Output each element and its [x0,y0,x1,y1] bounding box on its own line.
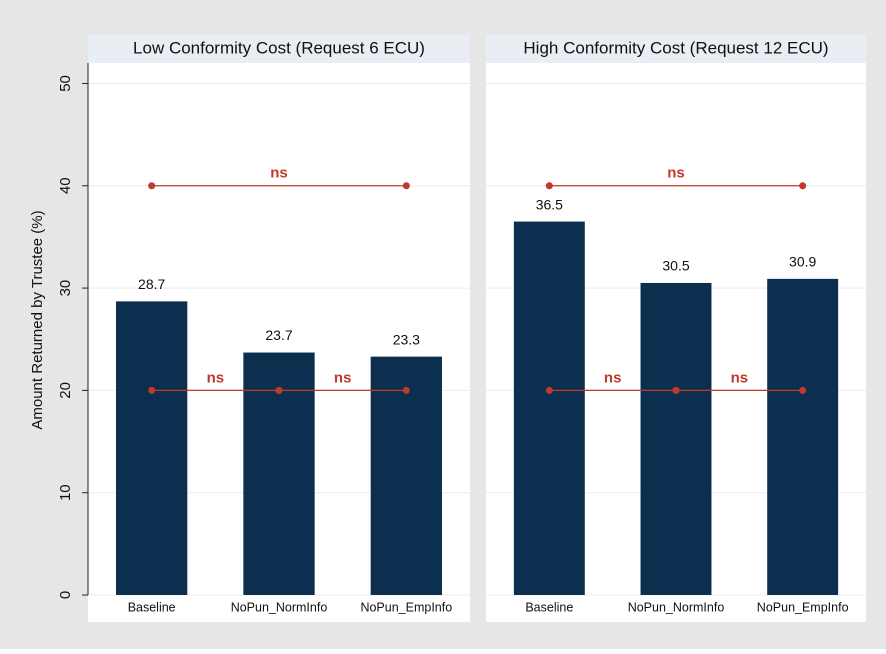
y-axis-label: Amount Returned by Trustee (%) [29,210,46,429]
value-label: 30.5 [662,258,689,274]
significance-label: ns [334,369,352,386]
significance-label: ns [207,369,225,386]
significance-point [799,386,807,394]
y-tick-label: 30 [57,280,74,297]
significance-point [148,386,156,394]
y-tick-label: 20 [57,382,74,399]
x-tick-label: NoPun_NormInfo [628,600,725,614]
y-tick-label: 50 [57,75,74,92]
x-tick-label: Baseline [525,600,573,614]
significance-label: ns [604,369,622,386]
bar [767,278,839,595]
panel-strip [88,35,470,63]
bar [513,221,585,596]
y-tick-label: 10 [57,484,74,501]
value-label: 30.9 [789,254,816,270]
panel-strip [486,35,866,63]
bar [116,301,188,595]
significance-point [799,182,807,190]
value-label: 36.5 [536,196,563,212]
value-label: 23.7 [265,327,292,343]
significance-point [545,182,553,190]
significance-point [402,386,410,394]
value-label: 23.3 [393,331,420,347]
bar [370,356,442,595]
panel-title: High Conformity Cost (Request 12 ECU) [523,38,828,57]
x-tick-label: NoPun_NormInfo [231,600,328,614]
x-tick-label: NoPun_EmpInfo [757,600,849,614]
significance-point [148,182,156,190]
significance-point [672,386,680,394]
significance-label: ns [731,369,749,386]
panel-title: Low Conformity Cost (Request 6 ECU) [133,38,425,57]
x-tick-label: NoPun_EmpInfo [360,600,452,614]
significance-label: ns [667,165,685,182]
x-tick-label: Baseline [128,600,176,614]
significance-point [275,386,283,394]
bar [640,282,712,595]
y-tick-label: 40 [57,177,74,194]
y-tick-label: 0 [57,591,74,599]
significance-point [545,386,553,394]
significance-point [402,182,410,190]
value-label: 28.7 [138,276,165,292]
significance-label: ns [270,165,288,182]
